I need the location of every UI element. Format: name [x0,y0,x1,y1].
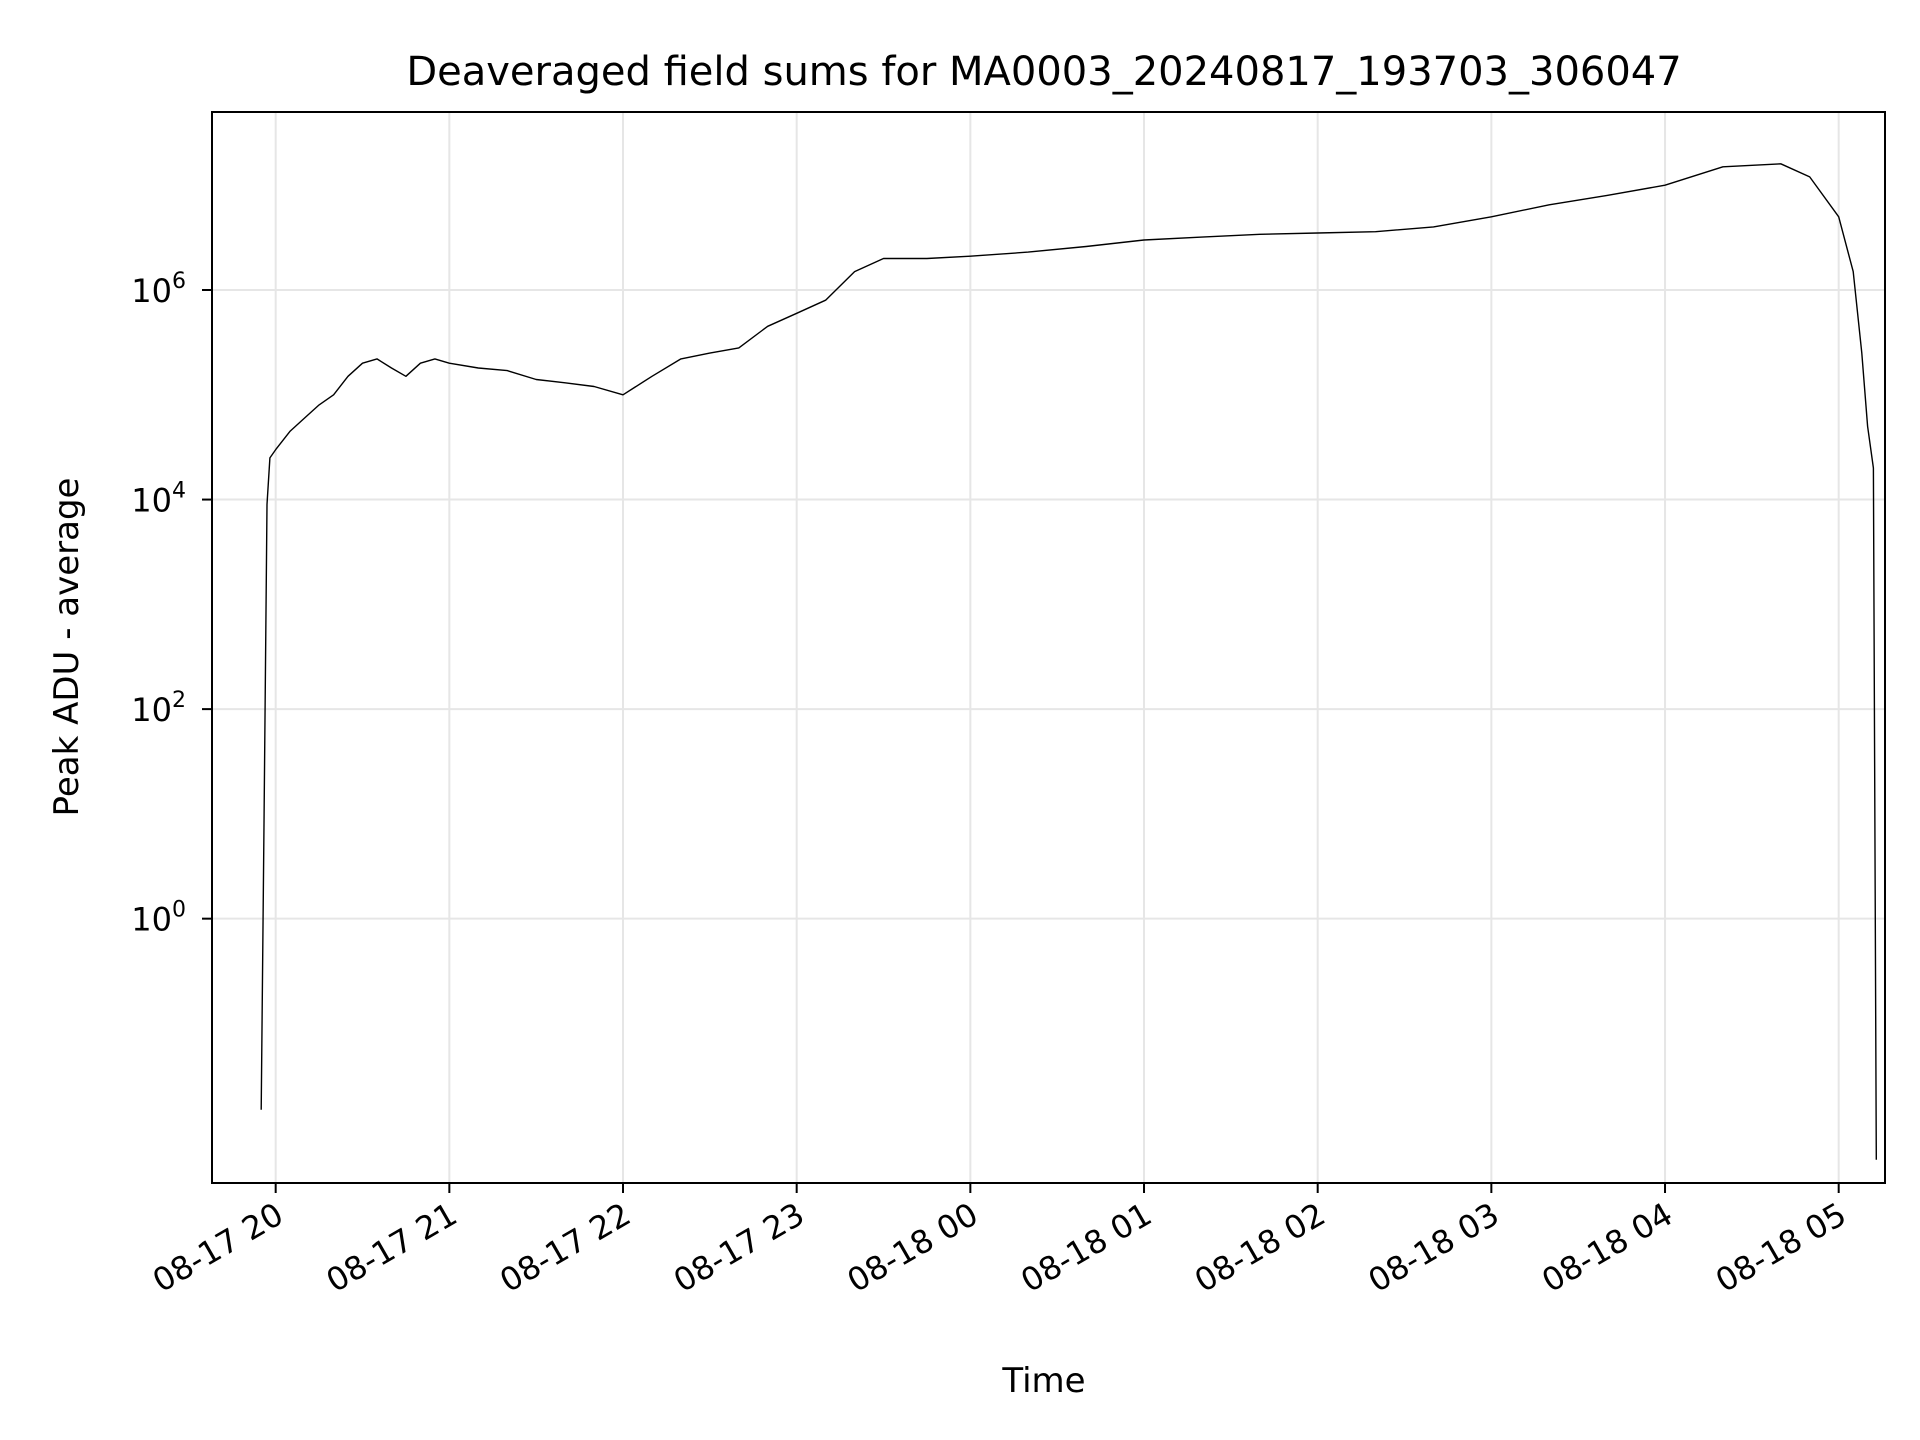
x-tick-label: 08-17 23 [667,1195,811,1300]
y-axis-label: Peak ADU - average [47,478,87,817]
x-tick-label: 08-18 02 [1188,1195,1332,1300]
x-axis-label: Time [1001,1361,1085,1401]
x-tick-label: 08-18 05 [1709,1195,1853,1300]
plot-background [212,112,1885,1183]
y-tick-label: 102 [131,688,186,729]
x-tick-label: 08-18 04 [1535,1195,1679,1300]
x-tick-label: 08-17 21 [320,1195,464,1300]
y-tick-label: 106 [131,269,186,310]
x-tick-label: 08-17 20 [146,1195,290,1300]
plot-frame [211,111,1886,1184]
x-tick-label: 08-18 03 [1362,1195,1506,1300]
x-tick-label: 08-17 22 [493,1195,637,1300]
x-tick-label: 08-18 01 [1014,1195,1158,1300]
y-tick-label: 100 [131,898,186,939]
chart-title: Deaveraged field sums for MA0003_2024081… [406,49,1681,95]
x-tick-label: 08-18 00 [841,1195,985,1300]
series-layer [260,163,1878,1160]
series-line [260,163,1878,1160]
y-tick-label: 104 [131,479,186,520]
grid-layer [212,112,1885,1183]
